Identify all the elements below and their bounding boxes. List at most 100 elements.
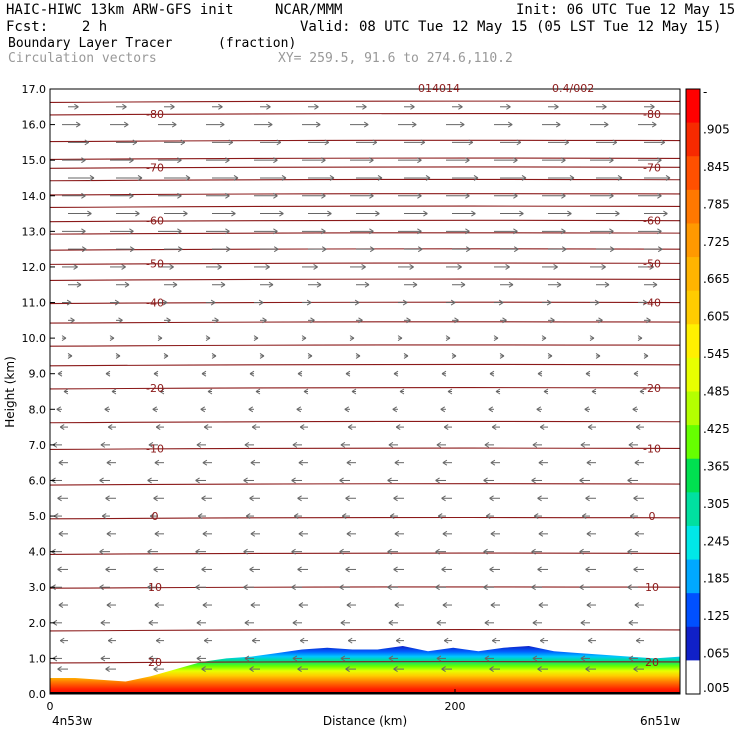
contour-label: -60 [146, 215, 164, 228]
wind-vector [398, 121, 417, 128]
wind-vector [351, 388, 357, 395]
wind-vector [53, 513, 62, 519]
colorbar-label: .845 [703, 160, 730, 174]
wind-vector [296, 406, 302, 413]
wind-vector [356, 103, 367, 110]
wind-vector [638, 228, 662, 235]
y-tick-label: 1.0 [29, 652, 47, 665]
wind-vector [99, 477, 110, 484]
wind-vector [548, 210, 572, 217]
wind-vector [542, 264, 558, 270]
wind-vector [99, 548, 110, 555]
wind-vector [202, 459, 212, 466]
wind-vector [105, 370, 111, 377]
field-units: (fraction) [218, 36, 297, 51]
wind-vector [441, 566, 452, 573]
wind-vector [68, 246, 87, 253]
wind-vector [356, 317, 363, 324]
wind-vector [147, 584, 158, 591]
wind-vector [596, 139, 618, 146]
wind-vector [494, 121, 513, 128]
wind-vector [436, 441, 446, 448]
wind-vector [533, 513, 542, 519]
wind-vector [441, 495, 452, 502]
contour-label: -80 [643, 108, 661, 121]
wind-vector [398, 157, 422, 164]
wind-vector [387, 548, 398, 555]
wind-vector [538, 602, 548, 608]
y-tick-label: 16.0 [22, 119, 47, 132]
wind-vector [580, 655, 590, 662]
wind-vector [452, 281, 466, 288]
colorbar-label: - [703, 85, 707, 99]
wind-vector [206, 121, 225, 128]
wind-vector [159, 388, 165, 395]
wind-vector [148, 655, 158, 662]
isotherm-line [49, 178, 681, 182]
xy-label: XY= 259.5, 91.6 to 274.6,110.2 [278, 51, 513, 66]
wind-vector [254, 121, 273, 128]
colorbar-label: .725 [703, 235, 730, 249]
wind-vector [499, 352, 505, 359]
wind-vector [158, 157, 182, 164]
wind-vector [308, 175, 335, 181]
contour-label: -50 [146, 257, 164, 270]
wind-vector [62, 192, 86, 199]
y-tick-label: 9.0 [29, 368, 47, 381]
wind-vector [446, 157, 470, 164]
isotherm-line [49, 483, 681, 486]
wind-vector [254, 157, 278, 164]
wind-vector [62, 264, 78, 270]
wind-vector [158, 228, 182, 235]
y-tick-label: 5.0 [29, 510, 47, 523]
wind-vector [116, 139, 138, 146]
wind-vector [586, 530, 596, 537]
wind-vector [595, 352, 601, 359]
y-tick-label: 7.0 [29, 439, 47, 452]
wind-vector [445, 335, 451, 342]
wind-vector [58, 459, 68, 466]
wind-vector [634, 602, 644, 608]
colorbar-swatch [686, 458, 700, 493]
wind-vector [298, 459, 308, 466]
wind-vector [452, 246, 471, 253]
wind-vector [644, 281, 658, 288]
wind-vector [580, 619, 590, 626]
wind-vector [154, 459, 164, 466]
wind-vector [106, 459, 116, 466]
isotherm-line [49, 552, 681, 555]
wind-vector [250, 459, 260, 466]
colorbar-swatch [686, 626, 700, 661]
wind-vector [590, 228, 614, 235]
wind-vector [633, 666, 644, 673]
wind-vector [532, 619, 542, 626]
isotherm-line [49, 516, 681, 520]
wind-vector [350, 299, 360, 306]
wind-vector [484, 619, 494, 626]
wind-vector [483, 477, 494, 484]
wind-vector [356, 175, 383, 181]
y-tick-label: 13.0 [22, 225, 47, 238]
wind-vector [493, 335, 499, 342]
wind-vector [293, 513, 302, 519]
wind-vector [345, 370, 351, 377]
wind-vector [67, 352, 73, 359]
wind-vector [387, 584, 398, 591]
wind-vector [260, 281, 274, 288]
tracer-field [50, 645, 680, 694]
y-tick-label: 8.0 [29, 403, 47, 416]
contour-label: 10 [148, 581, 162, 594]
wind-vector [346, 459, 356, 466]
wind-vector [638, 264, 654, 270]
wind-vector [298, 602, 308, 608]
wind-vector [254, 299, 264, 306]
wind-vector [308, 210, 332, 217]
wind-vector [388, 619, 398, 626]
wind-vector [57, 566, 68, 573]
wind-vector [494, 192, 518, 199]
wind-vector [107, 424, 116, 431]
wind-vector [196, 441, 206, 448]
wind-vector [627, 584, 638, 591]
wind-vector [441, 666, 452, 673]
wind-vector [451, 352, 457, 359]
